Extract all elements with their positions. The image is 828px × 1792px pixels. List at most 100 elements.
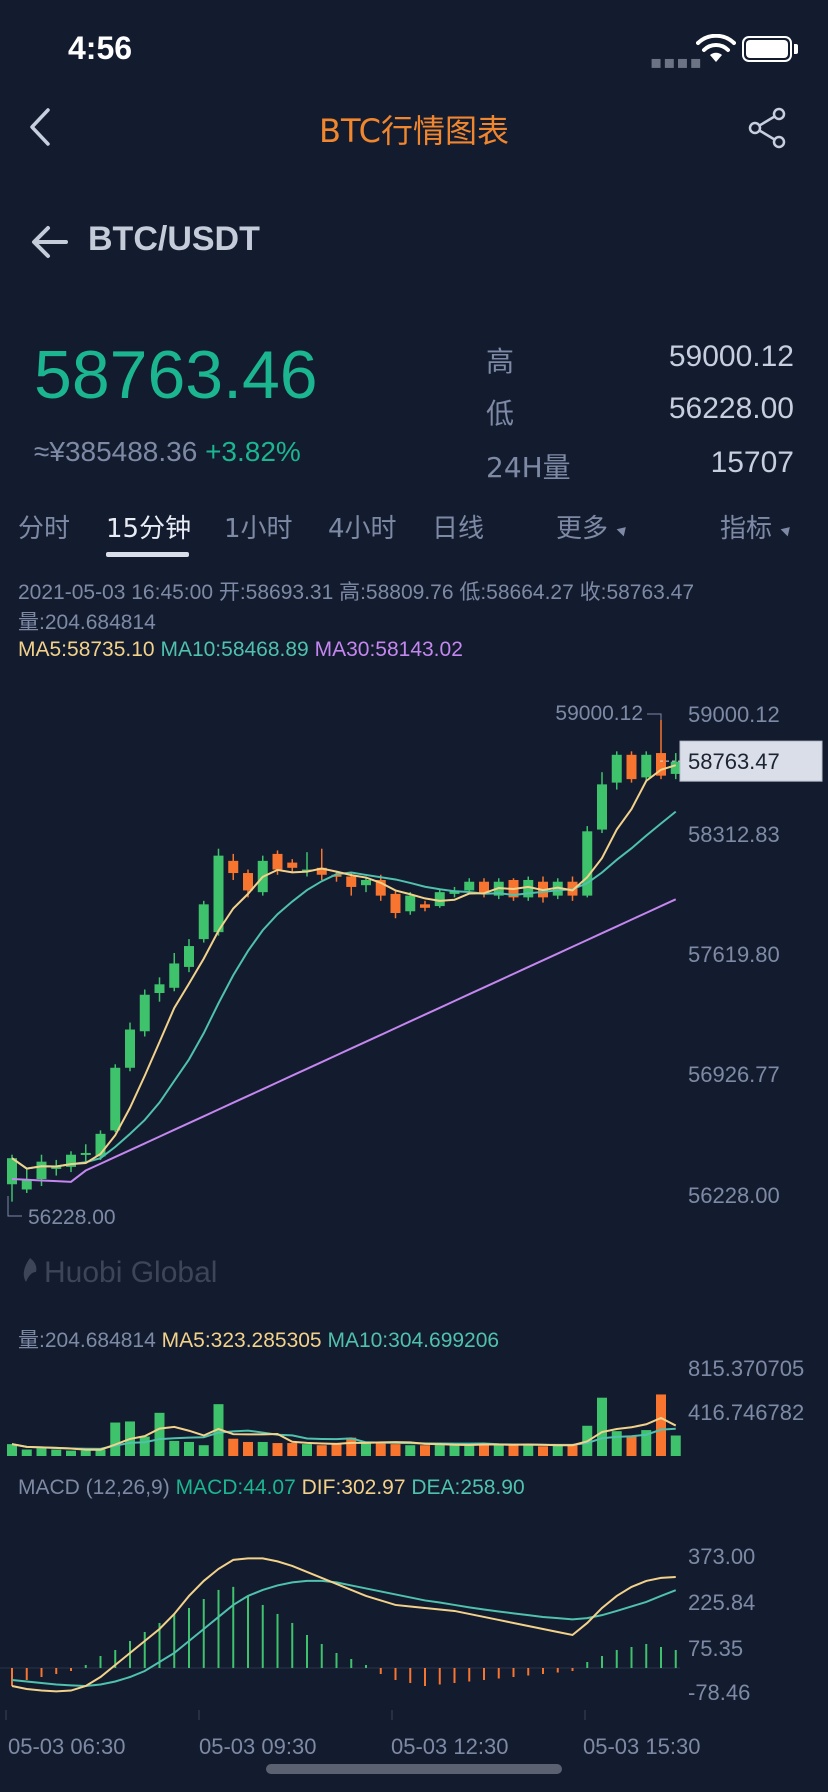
volume-bar xyxy=(670,1435,681,1456)
time-axis-label: 05-03 06:30 xyxy=(8,1734,125,1759)
volume-bar xyxy=(257,1441,268,1456)
volume-bar xyxy=(287,1443,298,1456)
volume-bar xyxy=(139,1436,150,1456)
candle-body xyxy=(405,895,416,912)
volume-bar xyxy=(331,1444,342,1456)
volume-bar xyxy=(51,1449,62,1456)
volume-legend: 量:204.684814 MA5:323.285305 MA10:304.699… xyxy=(18,1324,499,1354)
volume-bar xyxy=(390,1444,401,1456)
candle-body xyxy=(611,754,622,783)
candle-body xyxy=(316,867,327,875)
candle-body xyxy=(7,1158,17,1185)
candle-body xyxy=(302,869,312,872)
candle-body xyxy=(184,946,194,967)
volume-bar xyxy=(375,1441,386,1456)
stat-high-value: 59000.12 xyxy=(668,340,794,373)
tab-more[interactable]: 更多 xyxy=(556,508,630,545)
time-axis-label: 05-03 09:30 xyxy=(199,1734,316,1759)
volume-bar xyxy=(36,1448,47,1456)
stat-high-label: 高 xyxy=(486,345,515,378)
ma30-value: MA30:58143.02 xyxy=(314,638,463,661)
candle-body xyxy=(420,904,430,908)
macd-label: MACD (12,26,9) xyxy=(18,1476,170,1499)
candle-body xyxy=(390,893,401,914)
trading-pair[interactable]: BTC/USDT xyxy=(88,220,260,258)
candle-body xyxy=(346,876,357,887)
volume-ma5: MA5:323.285305 xyxy=(161,1329,322,1352)
tab-15min[interactable]: 15分钟 xyxy=(106,514,192,544)
volume-bar xyxy=(449,1445,460,1456)
battery-tip xyxy=(794,44,798,54)
volume-bar xyxy=(405,1445,416,1456)
volume-bar xyxy=(538,1446,548,1456)
volume-bar xyxy=(95,1449,106,1456)
tab-daily[interactable]: 日线 xyxy=(432,514,485,544)
dif-value: DIF:302.97 xyxy=(301,1476,406,1499)
volume-bar xyxy=(272,1443,283,1456)
candle-body xyxy=(243,873,253,891)
macd-axis-label: 373.00 xyxy=(688,1544,755,1569)
volume-bar xyxy=(597,1397,607,1456)
volume-bar xyxy=(169,1440,180,1456)
back-chevron-icon[interactable] xyxy=(26,106,56,148)
arrow-left-icon[interactable] xyxy=(30,222,70,262)
volume-bar xyxy=(154,1412,165,1456)
tab-timeshare[interactable]: 分时 xyxy=(18,514,71,544)
volume-bar xyxy=(567,1445,578,1456)
tab-1hour[interactable]: 1小时 xyxy=(224,514,293,544)
candle-body xyxy=(464,881,475,891)
tab-indicators[interactable]: 指标 xyxy=(720,508,794,545)
share-icon[interactable] xyxy=(746,106,790,150)
candle-body xyxy=(51,1166,62,1169)
time-axis-label: 05-03 15:30 xyxy=(583,1734,700,1759)
price-change: +3.82% xyxy=(205,436,301,467)
stat-volume-value: 15707 xyxy=(710,446,794,479)
candle-body xyxy=(198,904,209,940)
candle-body xyxy=(169,963,180,988)
candle-body xyxy=(361,879,371,886)
volume-bar xyxy=(479,1443,489,1456)
candle-body xyxy=(670,761,681,774)
volume-bar xyxy=(110,1422,121,1456)
tab-4hour[interactable]: 4小时 xyxy=(328,514,397,544)
home-indicator xyxy=(266,1764,562,1774)
volume-bar xyxy=(316,1445,327,1456)
macd-legend: MACD (12,26,9) MACD:44.07 DIF:302.97 DEA… xyxy=(18,1476,525,1500)
macd-axis-label: -78.46 xyxy=(688,1680,750,1705)
ma5-value: MA5:58735.10 xyxy=(18,638,155,661)
dea-value: DEA:258.90 xyxy=(411,1476,525,1499)
ma5-line xyxy=(11,764,677,1170)
volume-bar xyxy=(21,1449,32,1456)
candle-body xyxy=(287,862,298,868)
price-cny-line: ≈¥385488.36 +3.82% xyxy=(34,436,301,468)
price-axis-label: 57619.80 xyxy=(688,942,780,967)
volume-bar xyxy=(228,1438,239,1456)
volume-bar xyxy=(66,1450,76,1456)
ohlc-volume: 量:204.684814 xyxy=(18,611,156,634)
candle-body xyxy=(80,1152,91,1155)
volume-bar xyxy=(434,1444,445,1456)
candle-body xyxy=(552,881,563,896)
dea-line xyxy=(11,1579,677,1688)
candle-body xyxy=(110,1067,121,1131)
battery-icon xyxy=(742,36,792,62)
volume-bar xyxy=(302,1444,312,1456)
ma10-value: MA10:58468.89 xyxy=(160,638,309,661)
volume-bar xyxy=(641,1430,652,1456)
candle-body xyxy=(582,831,593,896)
candle-body xyxy=(272,853,283,870)
volume-ma10: MA10:304.699206 xyxy=(327,1329,500,1352)
volume-bar xyxy=(656,1394,666,1456)
ma-legend: MA5:58735.10 MA10:58468.89 MA30:58143.02 xyxy=(18,638,463,662)
price-axis-label: 56228.00 xyxy=(688,1183,780,1208)
candle-body xyxy=(523,879,534,898)
volume-bar xyxy=(611,1431,622,1456)
volume-bar xyxy=(493,1445,504,1456)
candle-body xyxy=(331,874,342,877)
volume-bar xyxy=(198,1445,209,1456)
candle-body xyxy=(228,860,239,874)
volume-bar xyxy=(346,1437,357,1456)
stat-low-value: 56228.00 xyxy=(668,392,794,425)
volume-bar xyxy=(361,1443,371,1456)
